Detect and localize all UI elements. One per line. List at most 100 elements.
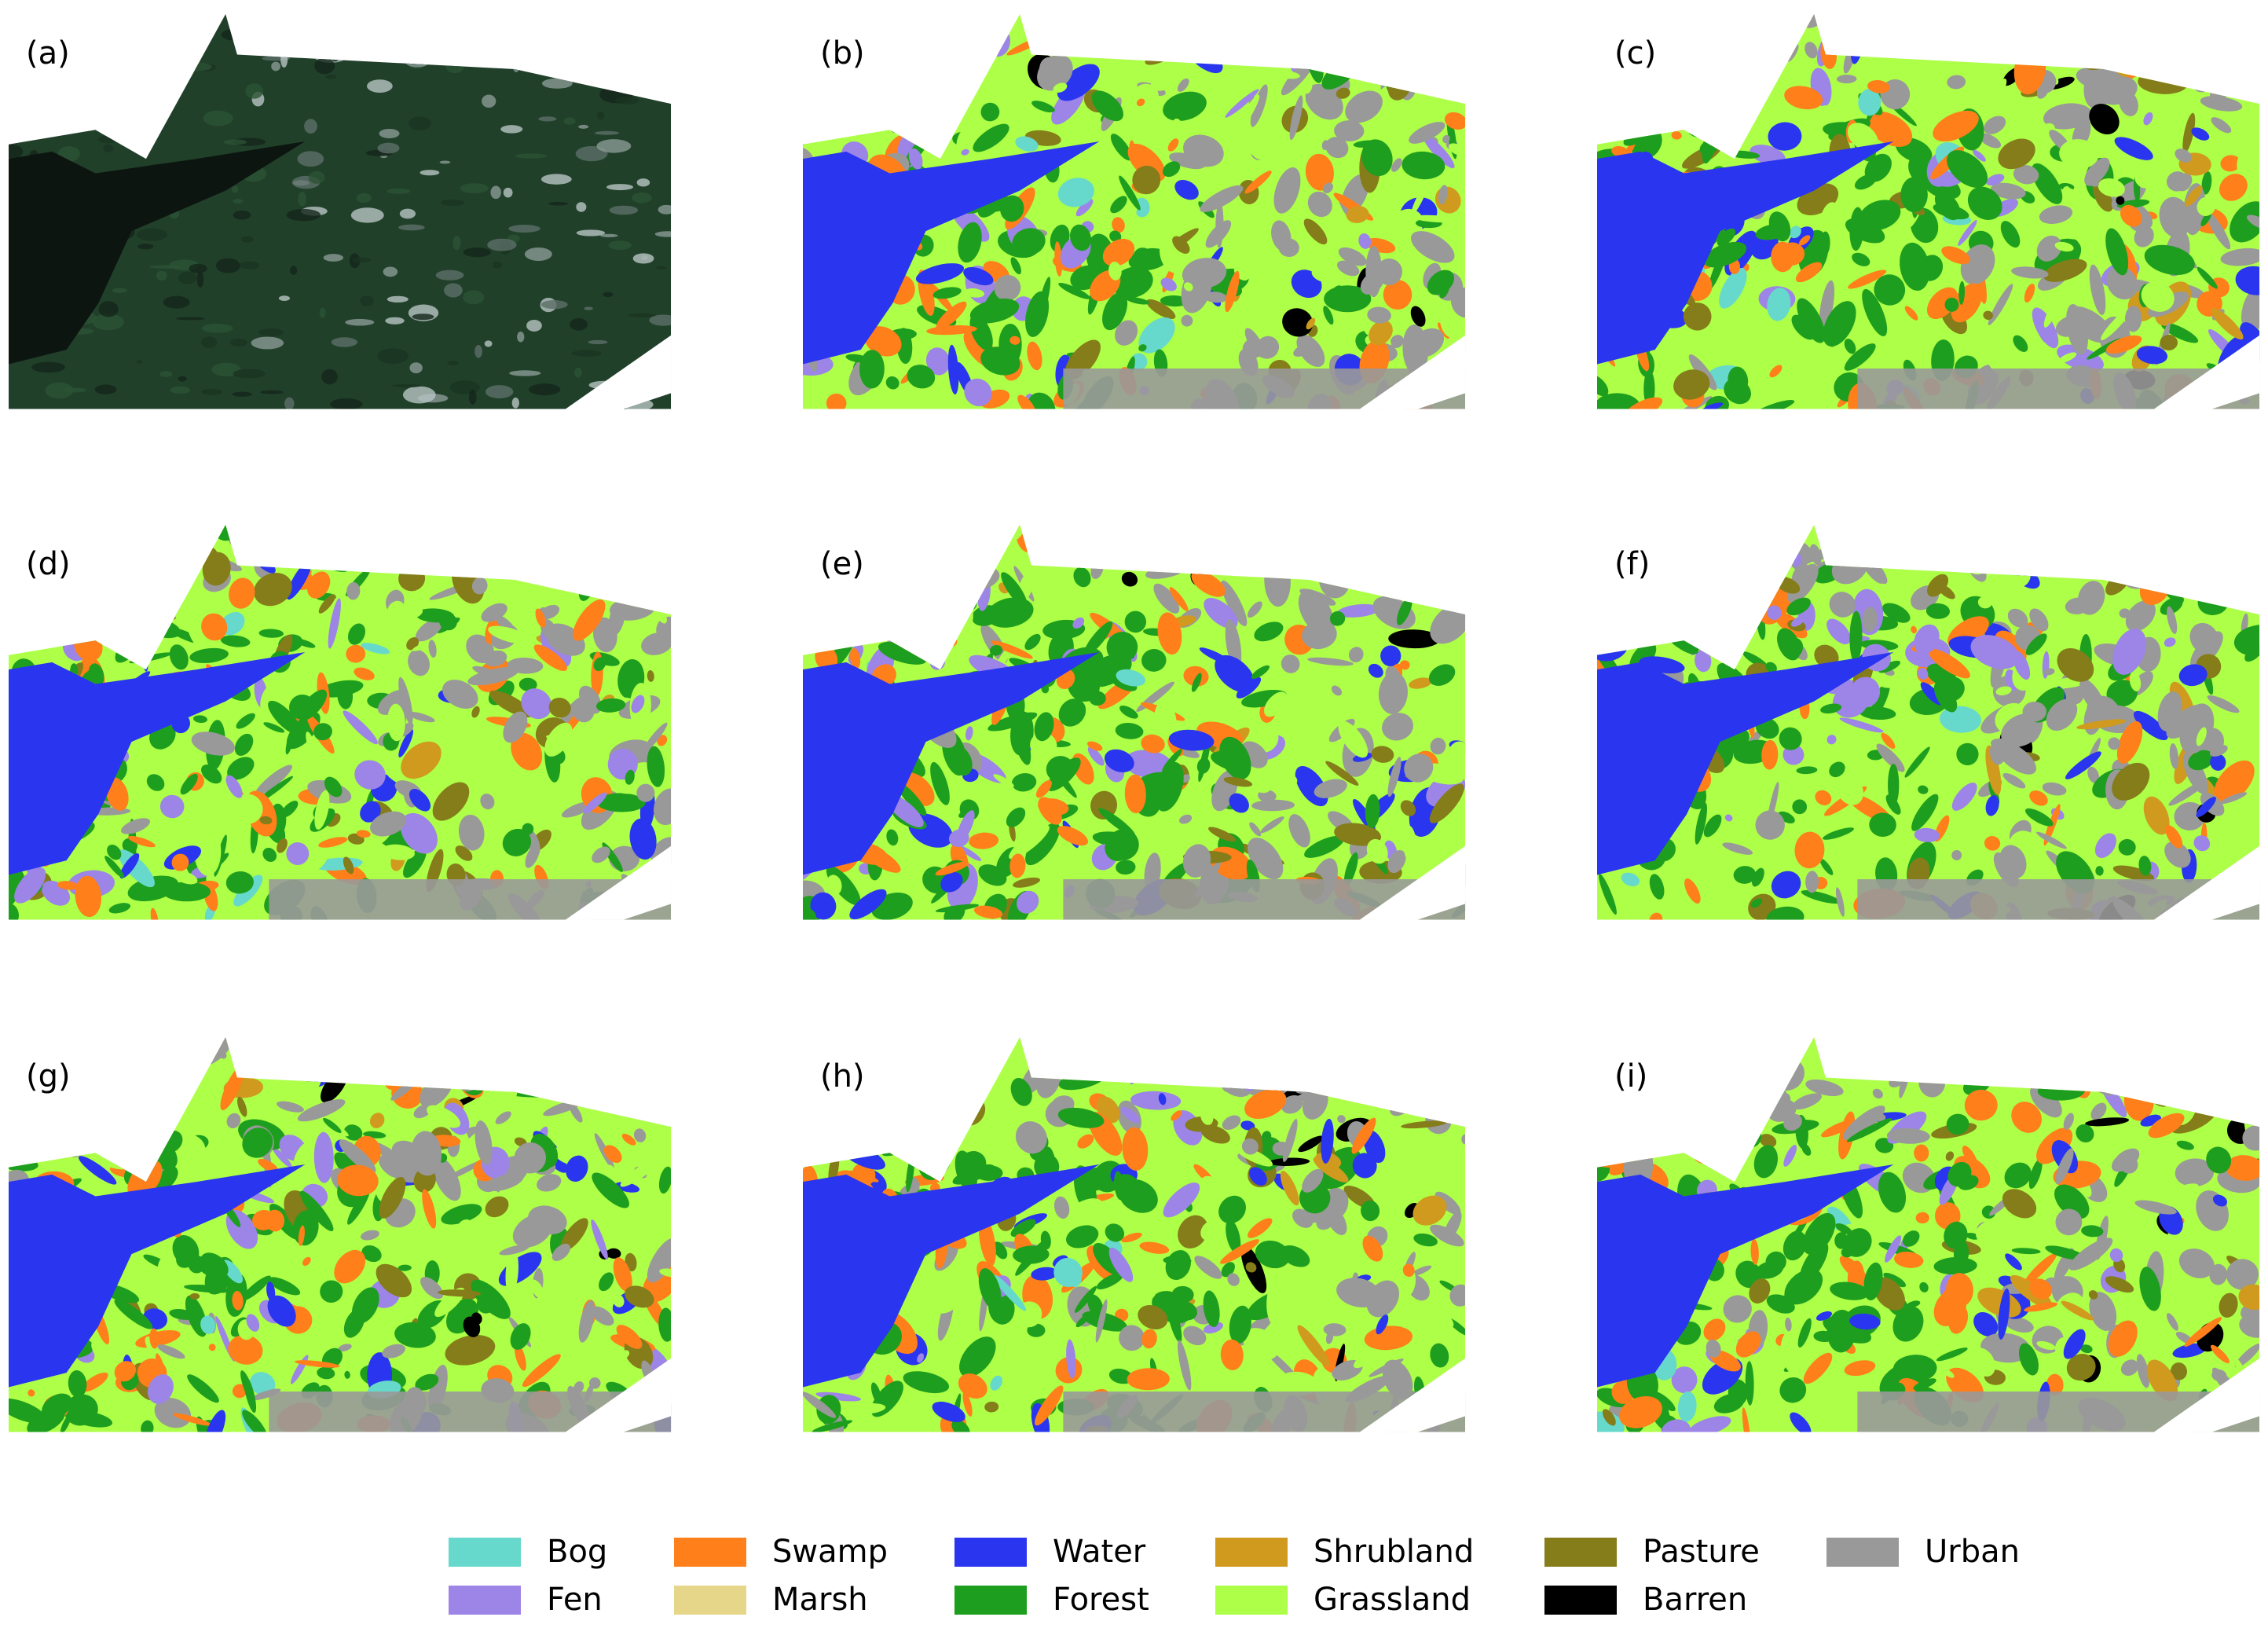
land-cover-patch: [915, 263, 965, 284]
land-cover-patch: [258, 1158, 278, 1172]
land-cover-patch: [1112, 14, 1137, 46]
land-cover-patch: [1321, 1118, 1334, 1164]
land-cover-patch: [1303, 17, 1328, 46]
land-cover-patch: [2206, 1146, 2232, 1174]
land-cover-patch: [1409, 1157, 1441, 1186]
land-cover-patch: [1167, 138, 1179, 152]
legend-label: Shrubland: [1314, 1534, 1474, 1570]
land-cover-patch: [1385, 666, 1402, 691]
land-cover-patch: [1105, 1223, 1125, 1242]
land-cover-patch: [990, 823, 1007, 834]
land-cover-patch: [2043, 301, 2058, 328]
land-cover-patch: [867, 21, 896, 60]
land-cover-patch: [2190, 634, 2206, 645]
land-cover-patch: [578, 525, 600, 535]
land-cover-patch: [180, 773, 198, 795]
land-cover-patch: [2165, 825, 2183, 849]
land-cover-patch: [1914, 827, 1940, 843]
land-cover-patch: [2099, 548, 2149, 570]
land-cover-patch: [119, 852, 140, 879]
land-cover-patch: [1815, 790, 1832, 805]
land-cover-patch: [1615, 1091, 1634, 1128]
land-cover-patch: [1918, 668, 1929, 680]
land-cover-patch: [1075, 199, 1094, 217]
land-cover-patch: [1448, 741, 1466, 768]
land-cover-patch: [1323, 306, 1334, 325]
land-cover-patch: [2089, 104, 2120, 134]
land-cover-patch: [2063, 1329, 2086, 1359]
land-cover-patch: [1362, 53, 1389, 77]
land-cover-patch: [924, 563, 939, 577]
land-cover-patch: [1753, 47, 1779, 60]
land-cover-patch: [80, 578, 115, 592]
land-cover-patch: [2197, 543, 2226, 570]
land-cover-patch: [803, 1103, 832, 1120]
satellite-patch: [61, 387, 87, 393]
land-cover-patch: [2167, 1313, 2178, 1331]
land-cover-patch: [1031, 1267, 1058, 1281]
satellite-patch: [588, 339, 608, 345]
land-cover-patch: [312, 1069, 354, 1080]
land-cover-patch: [2088, 1290, 2098, 1300]
land-cover-patch: [1293, 344, 1311, 357]
land-cover-patch: [622, 1074, 645, 1093]
map-panel: [803, 1037, 1466, 1432]
land-cover-patch: [2062, 186, 2071, 193]
land-cover-patch: [353, 1344, 364, 1357]
satellite-patch: [174, 46, 188, 56]
land-cover-patch: [2111, 525, 2149, 541]
land-cover-patch: [2032, 163, 2063, 204]
land-cover-patch: [631, 695, 645, 713]
land-cover-patch: [1427, 270, 1455, 295]
land-cover-patch: [1220, 1339, 1244, 1370]
land-cover-patch: [1068, 1038, 1114, 1067]
land-cover-patch: [1163, 91, 1207, 122]
land-cover-patch: [1132, 248, 1152, 268]
land-cover-patch: [963, 267, 994, 286]
land-cover-patch: [1863, 525, 1889, 547]
land-cover-patch: [133, 528, 152, 548]
land-cover-patch: [978, 1267, 1002, 1311]
land-cover-patch: [104, 856, 125, 878]
land-cover-patch: [650, 590, 665, 601]
land-cover-patch: [2160, 322, 2199, 343]
land-cover-patch: [1947, 75, 1966, 90]
land-cover-patch: [2094, 833, 2116, 858]
map-panel: [1597, 14, 2260, 409]
land-cover-patch: [1336, 1040, 1360, 1059]
land-cover-patch: [1671, 131, 1682, 140]
land-cover-patch: [597, 574, 609, 585]
land-cover-patch: [2024, 808, 2054, 827]
land-cover-patch: [454, 1043, 470, 1056]
land-cover-patch: [2011, 1248, 2041, 1255]
satellite-patch: [239, 261, 260, 270]
water-body: [9, 1164, 306, 1388]
land-cover-patch: [2116, 720, 2143, 764]
satellite-patch: [463, 290, 485, 305]
land-cover-patch: [1946, 1113, 1969, 1135]
land-cover-patch: [2011, 1102, 2042, 1133]
land-cover-patch: [1387, 757, 1401, 798]
land-cover-patch: [2191, 127, 2210, 141]
land-cover-patch: [1428, 664, 1456, 686]
land-cover-patch: [566, 1155, 588, 1182]
land-cover-patch: [1848, 270, 1887, 289]
land-cover-patch: [241, 1275, 271, 1301]
land-cover-patch: [1077, 1134, 1094, 1149]
land-cover-patch: [13, 1097, 38, 1123]
land-cover-patch: [2106, 680, 2138, 707]
land-cover-patch: [1411, 231, 1455, 263]
land-cover-patch: [376, 1263, 412, 1298]
land-cover-patch: [1038, 798, 1069, 816]
land-cover-patch: [157, 1256, 174, 1285]
land-cover-patch: [442, 680, 478, 709]
land-cover-patch: [1717, 228, 1736, 247]
land-cover-patch: [2022, 701, 2046, 722]
satellite-patch: [20, 99, 53, 112]
land-cover-patch: [2029, 1278, 2053, 1300]
land-cover-patch: [2160, 335, 2178, 351]
satellite-patch: [515, 153, 548, 159]
map: [9, 1037, 672, 1432]
land-cover-patch: [1288, 14, 1314, 25]
land-cover-patch: [1245, 1262, 1257, 1273]
